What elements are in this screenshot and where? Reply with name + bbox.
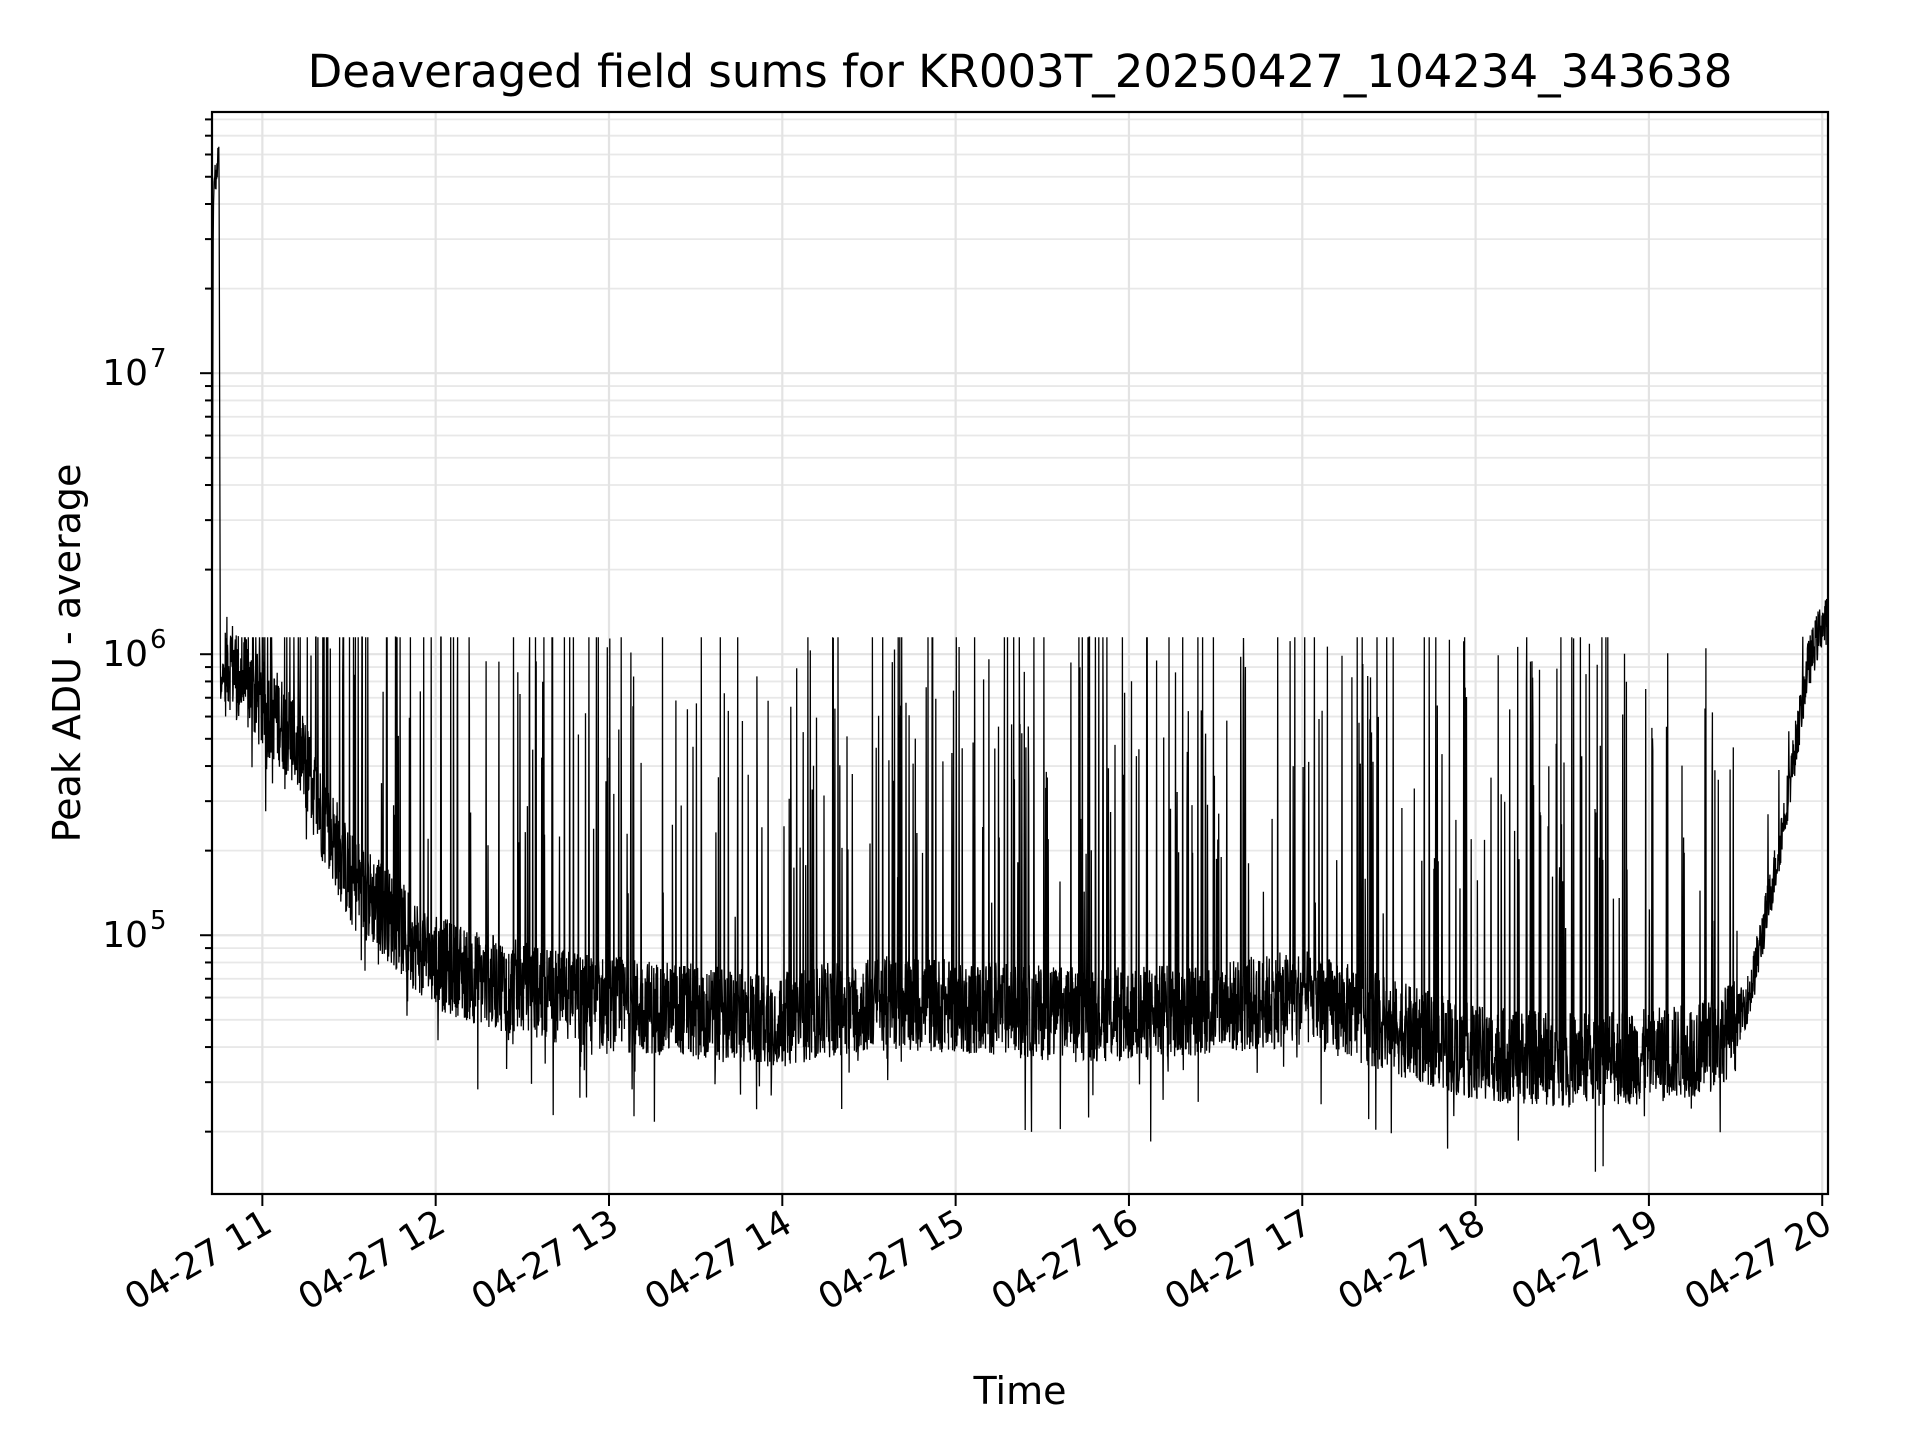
chart-title: Deaveraged field sums for KR003T_2025042… — [308, 45, 1733, 98]
x-tick-label: 04-27 17 — [1158, 1202, 1319, 1318]
y-tick-exponent: 5 — [150, 906, 167, 936]
x-tick-label: 04-27 16 — [985, 1202, 1146, 1318]
x-axis-label: Time — [973, 1369, 1067, 1413]
x-tick-label: 04-27 11 — [118, 1202, 279, 1318]
y-tick-label: 10 7 — [102, 344, 166, 394]
y-tick-base: 10 — [102, 634, 148, 675]
series-line — [211, 146, 1828, 1172]
y-tick-base: 10 — [102, 353, 148, 394]
x-tick-label: 04-27 19 — [1505, 1202, 1666, 1318]
y-tick-base: 10 — [102, 915, 148, 956]
x-tick-label: 04-27 20 — [1678, 1202, 1839, 1318]
y-tick-exponent: 7 — [150, 344, 167, 374]
x-tick-label: 04-27 15 — [811, 1202, 972, 1318]
y-axis-label: Peak ADU - average — [45, 464, 89, 843]
x-ticks: 04-27 11 04-27 12 04-27 13 04-27 14 04-27 15… — [118, 1194, 1839, 1319]
x-tick-label: 04-27 13 — [465, 1202, 626, 1318]
x-tick-label: 04-27 14 — [638, 1202, 799, 1318]
series-line-group — [211, 146, 1828, 1172]
x-tick-label: 04-27 18 — [1331, 1202, 1492, 1318]
y-tick-exponent: 6 — [150, 625, 167, 655]
plot-frame — [210, 110, 1830, 1196]
y-tick-label: 10 6 — [102, 625, 166, 675]
y-tick-label: 10 5 — [102, 906, 166, 956]
x-tick-label: 04-27 12 — [292, 1202, 453, 1318]
